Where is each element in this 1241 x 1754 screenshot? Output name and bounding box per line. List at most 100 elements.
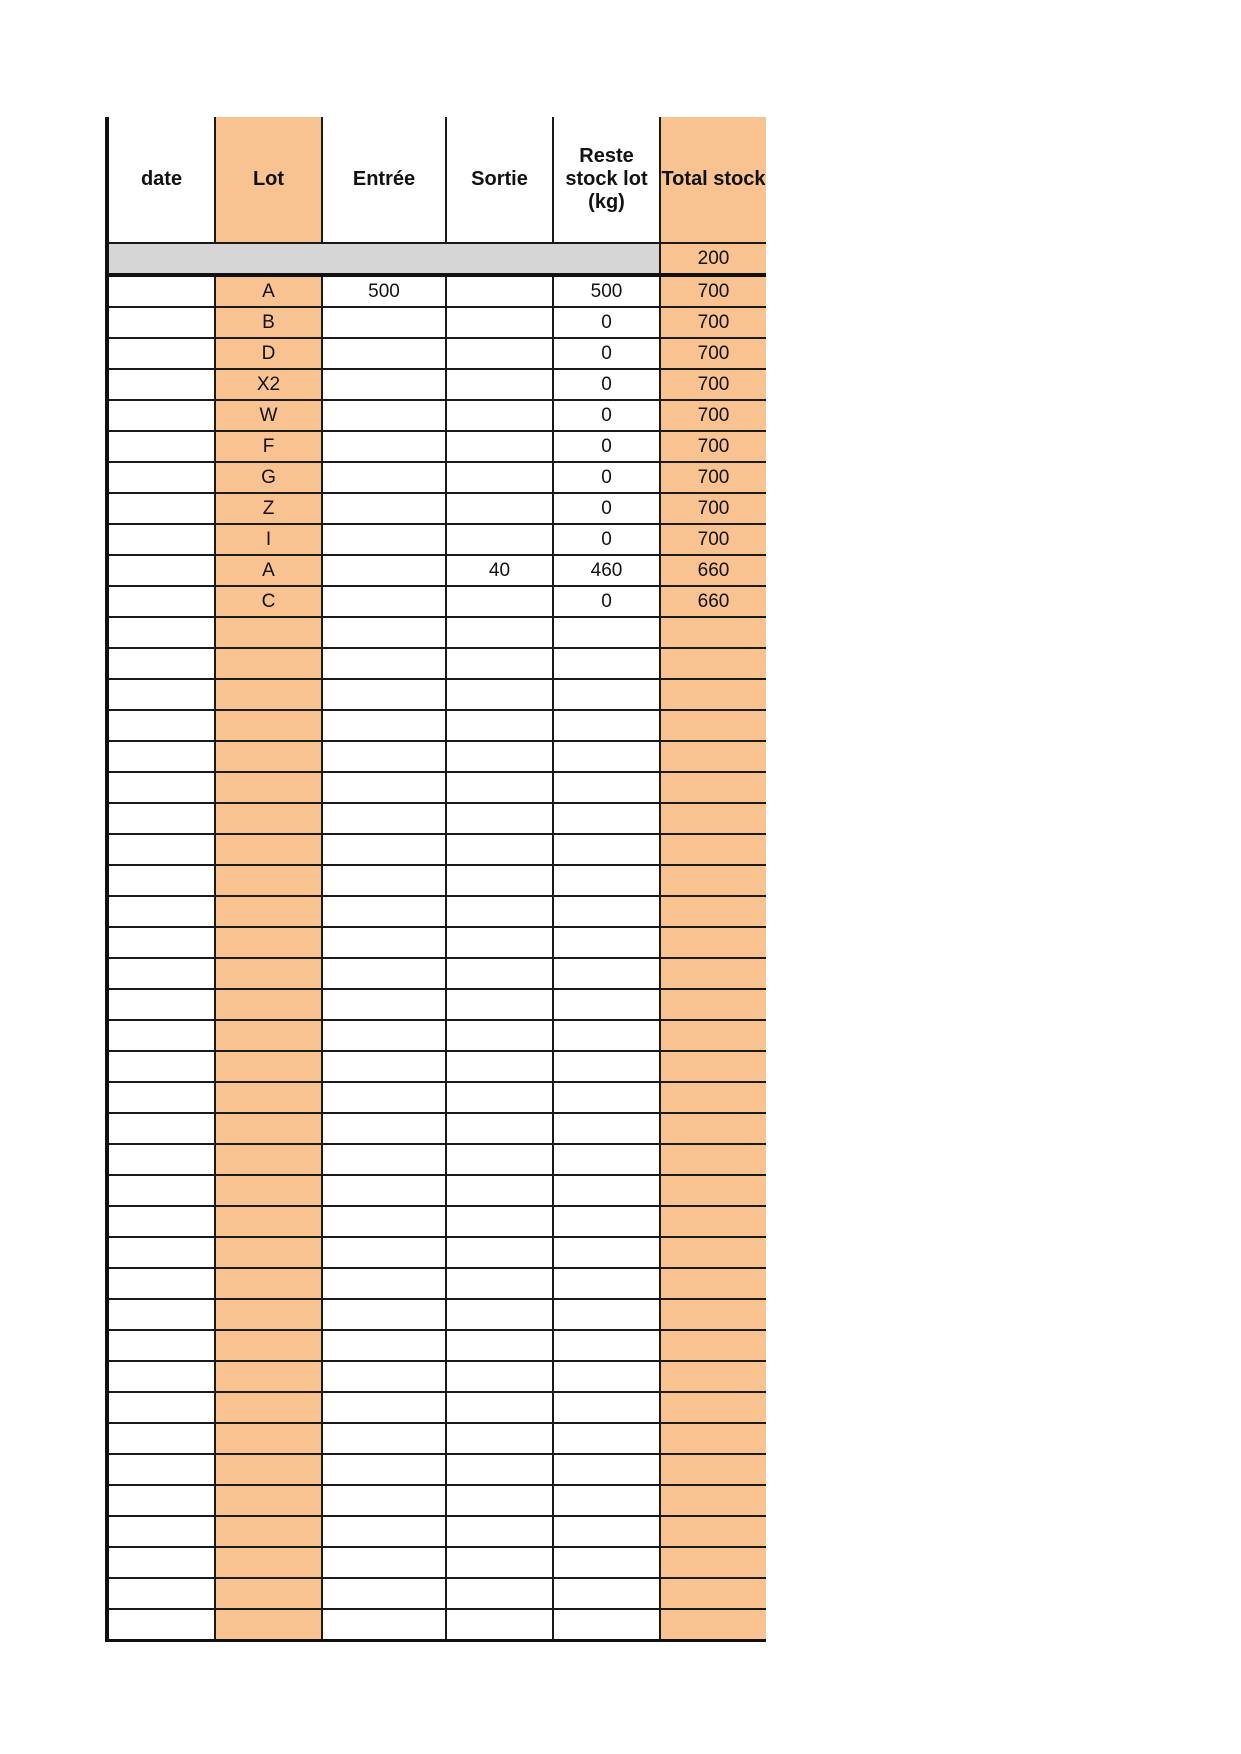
cell-date[interactable] <box>105 740 216 773</box>
cell-total[interactable] <box>659 1205 766 1238</box>
cell-lot[interactable] <box>214 1236 323 1269</box>
cell-reste[interactable]: 0 <box>552 585 661 618</box>
cell-lot[interactable] <box>214 1484 323 1517</box>
cell-total[interactable] <box>659 926 766 959</box>
cell-entree[interactable] <box>321 988 447 1021</box>
cell-lot[interactable] <box>214 864 323 897</box>
cell-sortie[interactable] <box>445 833 554 866</box>
cell-total[interactable] <box>659 709 766 742</box>
cell-reste[interactable] <box>552 1391 661 1424</box>
cell-lot[interactable] <box>214 1205 323 1238</box>
cell-entree[interactable] <box>321 1174 447 1207</box>
cell-lot[interactable] <box>214 1515 323 1548</box>
cell-total[interactable] <box>659 1577 766 1610</box>
cell-date[interactable] <box>105 1453 216 1486</box>
cell-sortie[interactable] <box>445 678 554 711</box>
cell-reste[interactable] <box>552 1019 661 1052</box>
cell-date[interactable] <box>105 585 216 618</box>
cell-total[interactable]: 700 <box>659 461 766 494</box>
cell-reste[interactable] <box>552 1081 661 1114</box>
cell-entree[interactable] <box>321 461 447 494</box>
cell-total[interactable] <box>659 895 766 928</box>
cell-entree[interactable] <box>321 1608 447 1642</box>
cell-entree[interactable] <box>321 864 447 897</box>
cell-total[interactable] <box>659 1143 766 1176</box>
cell-entree[interactable] <box>321 1081 447 1114</box>
cell-date[interactable] <box>105 1267 216 1300</box>
cell-date[interactable] <box>105 1174 216 1207</box>
cell-entree[interactable] <box>321 1236 447 1269</box>
cell-lot[interactable] <box>214 895 323 928</box>
cell-entree[interactable] <box>321 306 447 339</box>
cell-sortie[interactable] <box>445 399 554 432</box>
cell-reste[interactable] <box>552 1515 661 1548</box>
cell-total[interactable] <box>659 1267 766 1300</box>
cell-reste[interactable] <box>552 771 661 804</box>
cell-reste[interactable]: 460 <box>552 554 661 587</box>
cell-lot[interactable]: G <box>214 461 323 494</box>
cell-reste[interactable] <box>552 864 661 897</box>
cell-sortie[interactable] <box>445 1298 554 1331</box>
cell-lot[interactable] <box>214 988 323 1021</box>
cell-date[interactable] <box>105 1422 216 1455</box>
cell-lot[interactable] <box>214 926 323 959</box>
cell-reste[interactable] <box>552 1422 661 1455</box>
cell-date[interactable] <box>105 1577 216 1610</box>
cell-reste[interactable]: 0 <box>552 492 661 525</box>
cell-date[interactable] <box>105 1143 216 1176</box>
cell-sortie[interactable] <box>445 337 554 370</box>
cell-lot[interactable] <box>214 1081 323 1114</box>
cell-entree[interactable] <box>321 709 447 742</box>
cell-date[interactable] <box>105 274 216 308</box>
cell-entree[interactable] <box>321 1422 447 1455</box>
cell-entree[interactable] <box>321 802 447 835</box>
cell-total[interactable] <box>659 957 766 990</box>
cell-sortie[interactable] <box>445 1546 554 1579</box>
cell-total[interactable] <box>659 647 766 680</box>
cell-lot[interactable] <box>214 1298 323 1331</box>
cell-total[interactable] <box>659 1360 766 1393</box>
cell-lot[interactable] <box>214 1050 323 1083</box>
cell-sortie[interactable] <box>445 864 554 897</box>
cell-entree[interactable] <box>321 399 447 432</box>
cell-date[interactable] <box>105 1236 216 1269</box>
cell-date[interactable] <box>105 802 216 835</box>
cell-reste[interactable] <box>552 1608 661 1642</box>
cell-reste[interactable] <box>552 1205 661 1238</box>
cell-date[interactable] <box>105 1515 216 1548</box>
cell-date[interactable] <box>105 492 216 525</box>
cell-lot[interactable]: I <box>214 523 323 556</box>
cell-entree[interactable] <box>321 1546 447 1579</box>
cell-sortie[interactable] <box>445 1205 554 1238</box>
cell-total[interactable] <box>659 1050 766 1083</box>
cell-total[interactable] <box>659 833 766 866</box>
cell-total[interactable]: 700 <box>659 492 766 525</box>
cell-reste[interactable] <box>552 1484 661 1517</box>
cell-reste[interactable]: 0 <box>552 523 661 556</box>
cell-reste[interactable]: 0 <box>552 368 661 401</box>
cell-sortie[interactable] <box>445 585 554 618</box>
cell-entree[interactable] <box>321 740 447 773</box>
cell-sortie[interactable] <box>445 926 554 959</box>
cell-sortie[interactable] <box>445 1267 554 1300</box>
cell-sortie[interactable] <box>445 461 554 494</box>
cell-date[interactable] <box>105 1608 216 1642</box>
cell-lot[interactable] <box>214 771 323 804</box>
cell-lot[interactable] <box>214 647 323 680</box>
cell-sortie[interactable] <box>445 616 554 649</box>
cell-sortie[interactable] <box>445 988 554 1021</box>
cell-lot[interactable]: F <box>214 430 323 463</box>
cell-sortie[interactable] <box>445 1143 554 1176</box>
cell-lot[interactable] <box>214 1608 323 1642</box>
cell-sortie[interactable] <box>445 492 554 525</box>
cell-total[interactable] <box>659 988 766 1021</box>
cell-reste[interactable] <box>552 1360 661 1393</box>
cell-total[interactable] <box>659 1019 766 1052</box>
cell-reste[interactable]: 0 <box>552 399 661 432</box>
cell-date[interactable] <box>105 709 216 742</box>
cell-sortie[interactable] <box>445 1391 554 1424</box>
cell-lot[interactable] <box>214 1391 323 1424</box>
cell-sortie[interactable] <box>445 523 554 556</box>
cell-total[interactable]: 700 <box>659 430 766 463</box>
cell-entree[interactable] <box>321 1143 447 1176</box>
